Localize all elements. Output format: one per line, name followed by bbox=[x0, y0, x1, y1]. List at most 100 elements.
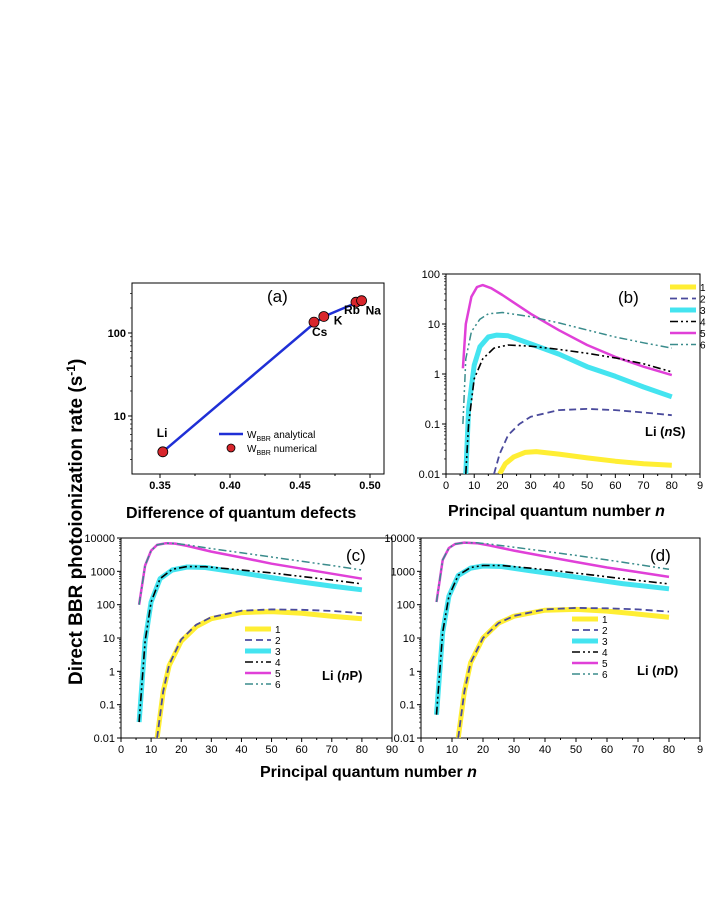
panel-c-axes: 0 10 20 30 40 50 60 70 80 90 0.01 0.1 1 10 100 1000 1000… bbox=[84, 533, 398, 756]
x-tick-label: 80 bbox=[666, 480, 678, 492]
series-line-6 bbox=[462, 311, 672, 425]
x-tick-label: 0.45 bbox=[289, 480, 310, 492]
x-tick-label: 20 bbox=[175, 744, 187, 756]
panel-b-label: (b) bbox=[618, 288, 639, 307]
panel-b-axes: 0 10 20 30 40 50 60 70 80 9 0.01 0.1 1 10 100 bbox=[419, 269, 703, 492]
legend-label-1: 1 bbox=[700, 283, 706, 294]
x-tick-label: 60 bbox=[609, 480, 621, 492]
panel-c: 0 10 20 30 40 50 60 70 80 90 0.01 0.1 1 10 100 1000 1000… bbox=[84, 533, 398, 756]
series-line-2 bbox=[493, 407, 672, 474]
x-tick-label: 70 bbox=[326, 744, 338, 756]
series-line-5 bbox=[435, 541, 670, 603]
series-line-3 bbox=[136, 564, 363, 723]
x-tick-label: 0.35 bbox=[149, 480, 170, 492]
legend-label-2: 2 bbox=[700, 295, 706, 306]
bottom-x-axis-label: Principal quantum number n bbox=[260, 764, 477, 781]
y-tick-label: 1 bbox=[409, 666, 415, 678]
system-label-n: n bbox=[657, 663, 665, 678]
series-analytical-line bbox=[161, 300, 362, 453]
system-label-suffix: S) bbox=[672, 424, 685, 439]
x-tick-label: 0 bbox=[118, 744, 124, 756]
y-tick-label: 10 bbox=[103, 633, 115, 645]
legend-label-1: 1 bbox=[602, 615, 608, 626]
y-tick-label: 0.1 bbox=[100, 700, 115, 712]
y-tick-label: 100 bbox=[397, 600, 415, 612]
x-tick-label: 40 bbox=[539, 744, 551, 756]
legend-label-6: 6 bbox=[602, 670, 608, 681]
legend-label-4: 4 bbox=[275, 658, 281, 669]
legend-label-5: 5 bbox=[700, 329, 706, 340]
element-label: Na bbox=[366, 304, 382, 318]
y-tick-label: 10000 bbox=[384, 533, 415, 545]
plot-area bbox=[434, 541, 670, 738]
y-tick-label: 1000 bbox=[91, 566, 115, 578]
y-tick-label: 0.01 bbox=[94, 733, 115, 745]
panel-b-x-axis-label: Principal quantum number n bbox=[448, 503, 665, 520]
y-tick-label: 1 bbox=[434, 369, 440, 381]
x-tick-label: 30 bbox=[525, 480, 537, 492]
series-line-3 bbox=[463, 332, 673, 474]
series-line-3 bbox=[434, 563, 670, 715]
x-tick-label: 0.50 bbox=[359, 480, 380, 492]
x-tick-label: 0 bbox=[418, 744, 424, 756]
legend-analytical-text: WBBR analytical bbox=[247, 430, 315, 443]
x-tick-label: 10 bbox=[468, 480, 480, 492]
panel-a: 0.35 0.40 0.45 0.50 10 100 Li Cs KRb Na (a) Diffe… bbox=[108, 282, 385, 522]
series-line-1 bbox=[497, 449, 672, 474]
plot-frame bbox=[445, 273, 701, 475]
legend-label-3: 3 bbox=[602, 637, 608, 648]
x-tick-label: 50 bbox=[570, 744, 582, 756]
x-tick-label: 0 bbox=[443, 480, 449, 492]
x-tick-label: 60 bbox=[601, 744, 613, 756]
y-tick-label: 0.1 bbox=[400, 700, 415, 712]
element-label: Cs bbox=[312, 325, 328, 339]
panel-a-x-axis-label: Difference of quantum defects bbox=[126, 505, 356, 522]
data-point-numerical bbox=[157, 446, 169, 458]
series-line-6 bbox=[435, 541, 670, 603]
y-tick-label: 10 bbox=[114, 411, 126, 423]
legend-label-2: 2 bbox=[275, 636, 281, 647]
system-label-prefix: Li ( bbox=[637, 663, 657, 678]
system-label-suffix: P) bbox=[349, 668, 362, 683]
system-label: Li (nS) bbox=[645, 424, 685, 439]
system-label-n: n bbox=[342, 668, 350, 683]
x-tick-label: 20 bbox=[477, 744, 489, 756]
legend-label-3: 3 bbox=[275, 647, 281, 658]
element-label: K bbox=[334, 313, 343, 327]
system-label-suffix: D) bbox=[664, 663, 678, 678]
series-line-4 bbox=[465, 344, 673, 474]
panel-d: 0 10 20 30 40 50 60 70 80 9 0.01 0.1 1 10 100 1000 10000… bbox=[384, 533, 703, 756]
y-tick-label: 0.1 bbox=[425, 419, 440, 431]
series-line-5 bbox=[461, 283, 673, 377]
series-line-5 bbox=[137, 541, 363, 605]
system-label: Li (nP) bbox=[322, 668, 362, 683]
x-tick-label: 40 bbox=[235, 744, 247, 756]
data-point-numerical bbox=[356, 295, 368, 307]
x-tick-label: 70 bbox=[632, 744, 644, 756]
system-label-prefix: Li ( bbox=[645, 424, 665, 439]
x-tick-label: 80 bbox=[663, 744, 675, 756]
legend-label-4: 4 bbox=[700, 318, 706, 329]
system-label-prefix: Li ( bbox=[322, 668, 342, 683]
panel-c-label: (c) bbox=[346, 546, 366, 565]
element-label: Li bbox=[157, 426, 168, 440]
series-line-4 bbox=[138, 565, 363, 723]
element-label: Rb bbox=[344, 303, 360, 317]
x-tick-label: 90 bbox=[386, 744, 398, 756]
data-point-numerical bbox=[308, 316, 320, 328]
legend-label-2: 2 bbox=[602, 626, 608, 637]
series-line-1 bbox=[154, 609, 363, 738]
x-tick-label: 80 bbox=[356, 744, 368, 756]
main-y-axis-label: Direct BBR photoionization rate (s-1) bbox=[64, 359, 87, 685]
legend-label-6: 6 bbox=[700, 341, 706, 352]
system-label-n: n bbox=[665, 424, 673, 439]
legend-label-5: 5 bbox=[602, 659, 608, 670]
x-tick-label: 0.40 bbox=[219, 480, 240, 492]
legend-numerical-marker bbox=[226, 443, 236, 453]
y-tick-label: 0.01 bbox=[394, 733, 415, 745]
panel-d-axes: 0 10 20 30 40 50 60 70 80 9 0.01 0.1 1 10 100 1000 10000 bbox=[384, 533, 703, 756]
y-tick-label: 1 bbox=[109, 666, 115, 678]
